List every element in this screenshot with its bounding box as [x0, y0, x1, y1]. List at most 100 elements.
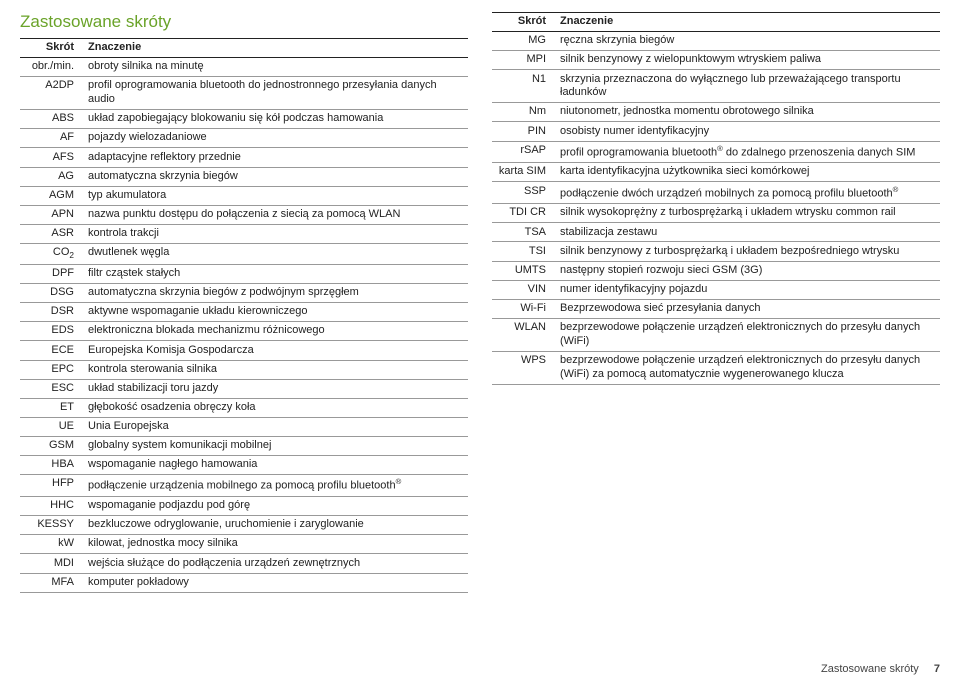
abbrev-cell: TSA [492, 223, 554, 242]
meaning-cell: kontrola trakcji [82, 224, 468, 243]
abbrev-cell: MPI [492, 51, 554, 70]
abbrev-cell: EDS [20, 322, 82, 341]
meaning-cell: bezprzewodowe połączenie urządzeń elektr… [554, 351, 940, 384]
table-row: GSMglobalny system komunikacji mobilnej [20, 437, 468, 456]
meaning-cell: ręczna skrzynia biegów [554, 32, 940, 51]
meaning-cell: układ zapobiegający blokowaniu się kół p… [82, 110, 468, 129]
meaning-cell: wspomaganie podjazdu pod górę [82, 497, 468, 516]
abbrev-cell: MG [492, 32, 554, 51]
table-row: A2DPprofil oprogramowania bluetooth do j… [20, 77, 468, 110]
abbrev-cell: GSM [20, 437, 82, 456]
meaning-cell: układ stabilizacji toru jazdy [82, 379, 468, 398]
meaning-cell: kilowat, jednostka mocy silnika [82, 535, 468, 554]
abbrev-cell: TSI [492, 242, 554, 261]
table-header-row: Skrót Znaczenie [492, 13, 940, 32]
table-row: kWkilowat, jednostka mocy silnika [20, 535, 468, 554]
table-row: AGMtyp akumulatora [20, 186, 468, 205]
meaning-cell: bezprzewodowe połączenie urządzeń elektr… [554, 318, 940, 351]
table-row: ABSukład zapobiegający blokowaniu się kó… [20, 110, 468, 129]
table-row: ECEEuropejska Komisja Gospodarcza [20, 341, 468, 360]
abbrev-cell: KESSY [20, 516, 82, 535]
abbrev-cell: HBA [20, 456, 82, 475]
abbrev-cell: WPS [492, 351, 554, 384]
meaning-cell: pojazdy wielozadaniowe [82, 129, 468, 148]
table-row: ESCukład stabilizacji toru jazdy [20, 379, 468, 398]
table-row: HBAwspomaganie nagłego hamowania [20, 456, 468, 475]
meaning-cell: profil oprogramowania bluetooth® do zdal… [554, 141, 940, 163]
meaning-cell: nazwa punktu dostępu do połączenia z sie… [82, 205, 468, 224]
left-column: Zastosowane skróty Skrót Znaczenie obr./… [20, 12, 468, 593]
meaning-cell: filtr cząstek stałych [82, 264, 468, 283]
abbrev-cell: SSP [492, 182, 554, 204]
table-row: TSIsilnik benzynowy z turbosprężarką i u… [492, 242, 940, 261]
meaning-cell: Unia Europejska [82, 417, 468, 436]
meaning-cell: automatyczna skrzynia biegów [82, 167, 468, 186]
meaning-cell: numer identyfikacyjny pojazdu [554, 280, 940, 299]
meaning-cell: silnik wysokoprężny z turbosprężarką i u… [554, 204, 940, 223]
table-row: DSRaktywne wspomaganie układu kierownicz… [20, 303, 468, 322]
meaning-cell: globalny system komunikacji mobilnej [82, 437, 468, 456]
abbrev-cell: ESC [20, 379, 82, 398]
abbrev-cell: ET [20, 398, 82, 417]
meaning-cell: osobisty numer identyfikacyjny [554, 122, 940, 141]
table-row: MFAkomputer pokładowy [20, 573, 468, 592]
meaning-cell: dwutlenek węgla [82, 244, 468, 265]
abbrev-cell: AF [20, 129, 82, 148]
page-title: Zastosowane skróty [20, 12, 468, 32]
table-row: KESSYbezkluczowe odryglowanie, uruchomie… [20, 516, 468, 535]
table-row: AFSadaptacyjne reflektory przednie [20, 148, 468, 167]
abbrev-cell: kW [20, 535, 82, 554]
meaning-cell: podłączenie urządzenia mobilnego za pomo… [82, 475, 468, 497]
table-row: AGautomatyczna skrzynia biegów [20, 167, 468, 186]
abbrev-cell: CO2 [20, 244, 82, 265]
abbrev-cell: ECE [20, 341, 82, 360]
abbrev-cell: AG [20, 167, 82, 186]
table-row: TSAstabilizacja zestawu [492, 223, 940, 242]
meaning-cell: adaptacyjne reflektory przednie [82, 148, 468, 167]
meaning-cell: elektroniczna blokada mechanizmu różnico… [82, 322, 468, 341]
table-row: MPIsilnik benzynowy z wielopunktowym wtr… [492, 51, 940, 70]
abbrev-cell: HHC [20, 497, 82, 516]
table-row: AFpojazdy wielozadaniowe [20, 129, 468, 148]
abbrev-cell: ABS [20, 110, 82, 129]
meaning-cell: skrzynia przeznaczona do wyłącznego lub … [554, 70, 940, 103]
abbrev-cell: rSAP [492, 141, 554, 163]
table-row: DSGautomatyczna skrzynia biegów z podwój… [20, 284, 468, 303]
meaning-cell: silnik benzynowy z turbosprężarką i ukła… [554, 242, 940, 261]
table-row: WPSbezprzewodowe połączenie urządzeń ele… [492, 351, 940, 384]
col-meaning: Znaczenie [82, 39, 468, 58]
table-row: HHCwspomaganie podjazdu pod górę [20, 497, 468, 516]
col-abbrev: Skrót [492, 13, 554, 32]
abbrev-cell: PIN [492, 122, 554, 141]
meaning-cell: komputer pokładowy [82, 573, 468, 592]
abbrev-cell: N1 [492, 70, 554, 103]
table-row: MGręczna skrzynia biegów [492, 32, 940, 51]
table-row: VINnumer identyfikacyjny pojazdu [492, 280, 940, 299]
table-row: karta SIMkarta identyfikacyjna użytkowni… [492, 163, 940, 182]
table-row: rSAPprofil oprogramowania bluetooth® do … [492, 141, 940, 163]
table-row: obr./min.obroty silnika na minutę [20, 58, 468, 77]
col-abbrev: Skrót [20, 39, 82, 58]
table-row: EDSelektroniczna blokada mechanizmu różn… [20, 322, 468, 341]
table-row: UEUnia Europejska [20, 417, 468, 436]
abbrev-cell: VIN [492, 280, 554, 299]
table-row: HFPpodłączenie urządzenia mobilnego za p… [20, 475, 468, 497]
abbrev-cell: A2DP [20, 77, 82, 110]
abbrev-cell: AGM [20, 186, 82, 205]
abbrev-cell: UE [20, 417, 82, 436]
abbrev-cell: obr./min. [20, 58, 82, 77]
meaning-cell: Europejska Komisja Gospodarcza [82, 341, 468, 360]
footer-page-number: 7 [934, 663, 940, 675]
abbrev-cell: TDI CR [492, 204, 554, 223]
abbrev-cell: DSR [20, 303, 82, 322]
table-row: Wi-FiBezprzewodowa sieć przesyłania dany… [492, 299, 940, 318]
table-row: ASRkontrola trakcji [20, 224, 468, 243]
table-row: DPFfiltr cząstek stałych [20, 264, 468, 283]
table-row: WLANbezprzewodowe połączenie urządzeń el… [492, 318, 940, 351]
table-row: MDIwejścia służące do podłączenia urządz… [20, 554, 468, 573]
meaning-cell: wejścia służące do podłączenia urządzeń … [82, 554, 468, 573]
meaning-cell: stabilizacja zestawu [554, 223, 940, 242]
meaning-cell: wspomaganie nagłego hamowania [82, 456, 468, 475]
table-row: SSPpodłączenie dwóch urządzeń mobilnych … [492, 182, 940, 204]
abbrev-cell: EPC [20, 360, 82, 379]
